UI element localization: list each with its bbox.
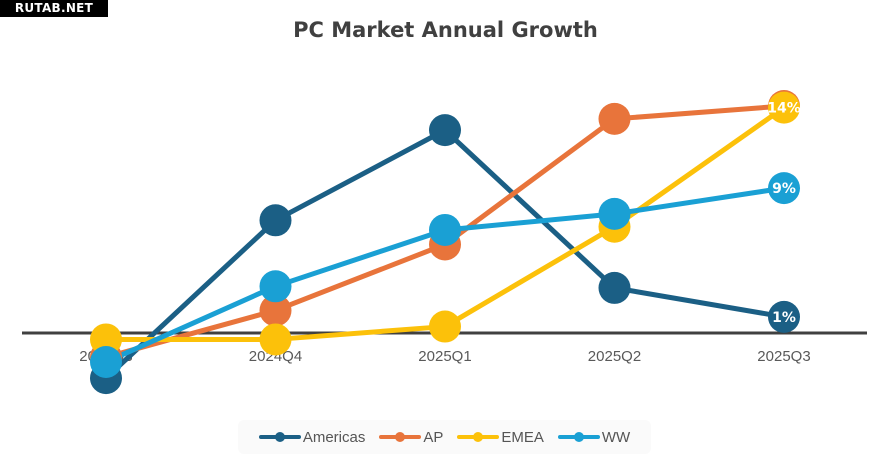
legend-label: WW	[601, 428, 631, 446]
legend-label: EMEA	[501, 428, 544, 446]
data-point-ap	[598, 102, 631, 135]
chart-title: PC Market Annual Growth	[293, 18, 598, 42]
x-tick-label: 2025Q1	[418, 348, 471, 365]
legend-line-marker-icon	[557, 431, 600, 443]
legend-line-marker-icon	[258, 431, 301, 443]
chart-legend: Americas AP EMEA WW	[238, 420, 651, 454]
legend-line-marker-icon	[379, 431, 422, 443]
legend-item-ww[interactable]: WW	[557, 428, 631, 446]
x-tick-label: 2025Q3	[757, 348, 810, 365]
legend-item-ap[interactable]: AP	[379, 429, 443, 446]
legend-label: AP	[423, 428, 444, 446]
legend-label: Americas	[302, 428, 366, 446]
data-point-americas	[259, 204, 292, 237]
legend-item-americas[interactable]: Americas	[258, 428, 366, 446]
data-point-americas	[429, 114, 461, 147]
data-label-emea: 14%	[767, 101, 801, 117]
data-label-ww: 9%	[772, 181, 796, 197]
data-point-ww	[259, 270, 292, 303]
data-label-americas: 1%	[772, 310, 796, 326]
data-point-ap	[259, 294, 292, 327]
data-point-emea	[90, 323, 122, 356]
data-point-ww	[429, 213, 461, 246]
legend-line-marker-icon	[457, 431, 500, 443]
data-point-ww	[90, 345, 122, 378]
data-point-emea	[429, 310, 461, 343]
watermark-logo: RUTAB.NET	[0, 0, 108, 17]
data-point-americas	[768, 300, 800, 333]
data-point-emea	[259, 323, 292, 356]
data-point-ww	[768, 172, 800, 205]
data-point-americas	[598, 271, 631, 304]
legend-item-emea[interactable]: EMEA	[457, 429, 544, 446]
x-tick-label: 2024Q4	[249, 348, 302, 365]
data-point-emea	[768, 91, 800, 124]
x-tick-label: 2025Q2	[588, 348, 641, 365]
data-point-ww	[598, 197, 631, 230]
